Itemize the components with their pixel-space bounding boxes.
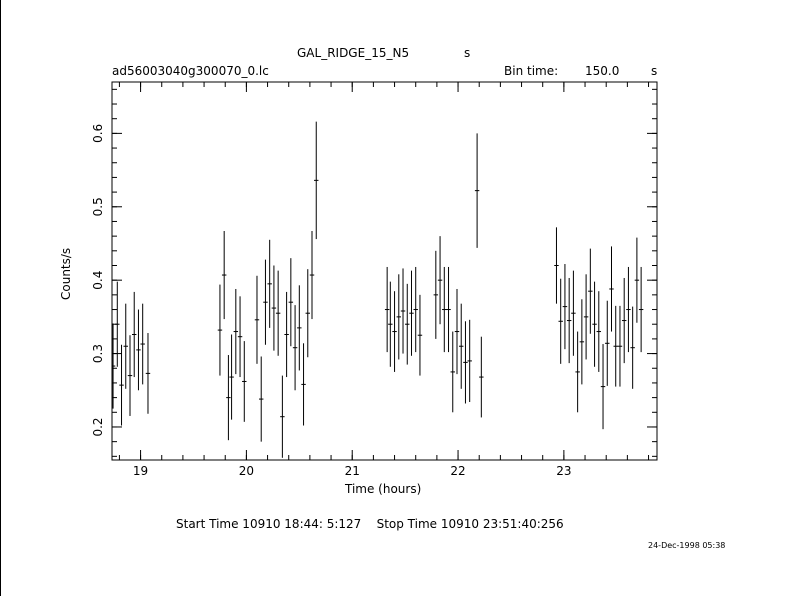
data-point — [217, 284, 223, 376]
data-point — [233, 288, 239, 375]
data-point — [314, 121, 319, 240]
data-point — [571, 270, 576, 356]
data-point — [463, 321, 468, 404]
x-tick-label: 23 — [556, 464, 571, 478]
y-tick-label: 0.4 — [91, 271, 105, 290]
data-point — [119, 344, 124, 426]
data-point — [258, 356, 264, 442]
data-point — [583, 274, 589, 360]
bin-time-value: 150.0 — [585, 64, 620, 78]
data-point — [229, 334, 234, 420]
bin-time-label: Bin time: — [504, 64, 559, 78]
data-point — [437, 236, 443, 325]
data-point — [305, 269, 310, 358]
left-border — [0, 0, 1, 596]
data-point — [454, 288, 460, 375]
y-tick-label: 0.6 — [91, 124, 105, 143]
data-point — [617, 305, 623, 387]
data-point — [297, 285, 302, 371]
data-point — [396, 274, 402, 360]
data-point — [634, 237, 640, 323]
object-title: GAL_RIDGE_15_N5 — [297, 46, 410, 60]
data-point — [400, 268, 406, 354]
data-point — [413, 266, 418, 353]
data-point — [566, 277, 572, 364]
date-stamp: 24-Dec-1998 05:38 — [648, 541, 726, 550]
data-point — [292, 305, 298, 391]
data-point — [409, 270, 414, 356]
data-point — [405, 283, 410, 365]
data-point — [467, 319, 472, 403]
data-point — [575, 331, 580, 413]
data-point — [626, 266, 631, 353]
y-tick-label: 0.2 — [91, 417, 105, 436]
data-point — [638, 266, 644, 353]
data-point — [112, 323, 116, 409]
data-point — [446, 266, 451, 353]
data-point — [127, 335, 133, 416]
data-point — [588, 248, 593, 334]
y-tick-label: 0.5 — [91, 197, 105, 216]
data-point — [417, 294, 423, 376]
start-stop-times: Start Time 10910 18:44: 5:127 Stop Time … — [176, 517, 564, 531]
data-point — [442, 266, 447, 353]
data-point — [592, 281, 597, 367]
x-tick-label: 21 — [345, 464, 360, 478]
object-unit: s — [464, 46, 471, 60]
data-point — [558, 278, 563, 364]
data-point — [242, 341, 247, 422]
data-point — [554, 227, 559, 304]
x-tick-label: 22 — [450, 464, 465, 478]
file-name: ad56003040g300070_0.lc — [112, 64, 269, 78]
data-point — [613, 305, 618, 387]
data-point — [630, 306, 635, 389]
data-point — [263, 259, 268, 345]
data-point — [221, 230, 227, 320]
data-point — [226, 355, 231, 441]
x-tick-label: 20 — [239, 464, 254, 478]
data-point — [136, 309, 141, 391]
data-point — [562, 264, 568, 350]
data-point — [596, 291, 602, 372]
data-point — [621, 277, 627, 364]
data-point — [450, 331, 455, 413]
data-point — [474, 133, 480, 248]
y-tick-label: 0.3 — [91, 344, 105, 363]
data-point — [280, 375, 285, 458]
bin-time-unit: s — [651, 64, 658, 78]
data-point — [384, 266, 390, 353]
data-point — [433, 250, 439, 339]
x-axis-label: Time (hours) — [345, 482, 422, 496]
data-point — [140, 303, 145, 385]
plot-frame — [111, 81, 658, 461]
x-tick-label: 19 — [133, 464, 148, 478]
data-point — [301, 343, 306, 426]
data-point — [459, 303, 464, 389]
data-point — [605, 300, 610, 386]
data-point — [284, 291, 289, 378]
data-point — [609, 246, 614, 332]
data-point — [600, 344, 606, 430]
data-point — [288, 258, 294, 347]
data-point — [479, 336, 484, 418]
data-point — [115, 281, 120, 367]
data-point — [267, 239, 272, 328]
data-point — [132, 291, 137, 378]
data-point — [275, 270, 281, 356]
data-point — [254, 275, 260, 364]
y-axis-label: Counts/s — [59, 247, 73, 300]
data-point — [388, 281, 393, 367]
data-point — [579, 299, 585, 385]
data-point — [309, 230, 315, 320]
data-point — [392, 291, 397, 372]
data-point — [237, 296, 243, 378]
data-point — [271, 265, 277, 351]
data-point — [123, 303, 128, 389]
data-point — [145, 333, 151, 414]
